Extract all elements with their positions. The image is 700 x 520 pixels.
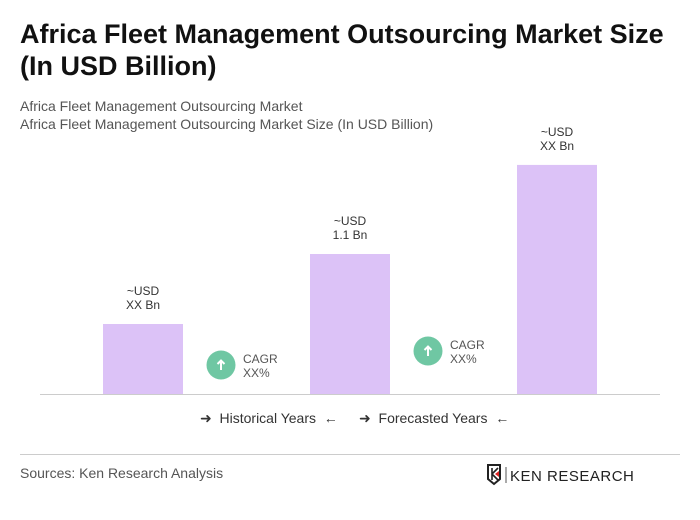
data-label: ~USD	[334, 214, 367, 228]
chart-title: Africa Fleet Management Outsourcing Mark…	[20, 19, 664, 81]
arrow-right-icon: ➜	[200, 410, 212, 426]
data-label: ~USD	[127, 284, 160, 298]
legend-historical: ➜ Historical Years ←	[200, 410, 338, 427]
legend-forecasted: ➜ Forecasted Years ←	[359, 410, 509, 427]
bar	[310, 254, 390, 394]
legend-historical-label: Historical Years	[219, 410, 317, 426]
arrow-left-icon: ←	[323, 410, 338, 426]
cagr-label: CAGR	[243, 352, 278, 366]
data-label: 1.1 Bn	[333, 228, 368, 242]
arrow-up-icon	[216, 359, 226, 370]
cagr-label: CAGR	[450, 338, 485, 352]
subtitle: Africa Fleet Management Outsourcing Mark…	[20, 98, 303, 114]
arrow-up-icon	[423, 345, 433, 356]
data-label: XX Bn	[540, 139, 574, 153]
legend-forecasted-label: Forecasted Years	[378, 410, 488, 426]
arrow-right-icon: ➜	[359, 410, 371, 426]
svg-text:KEN RESEARCH: KEN RESEARCH	[510, 468, 634, 485]
sources: Sources: Ken Research Analysis	[20, 465, 224, 481]
arrow-left-icon: ←	[495, 410, 510, 426]
cagr-value: XX%	[243, 366, 270, 380]
ken-research-logo: KEN RESEARCH	[487, 464, 634, 486]
data-label: ~USD	[541, 125, 574, 139]
bar	[517, 164, 597, 394]
data-label: XX Bn	[126, 298, 160, 312]
divider	[20, 454, 680, 455]
cagr-value: XX%	[450, 352, 477, 366]
bar	[103, 324, 183, 394]
subtitle-2: Africa Fleet Management Outsourcing Mark…	[20, 116, 434, 132]
